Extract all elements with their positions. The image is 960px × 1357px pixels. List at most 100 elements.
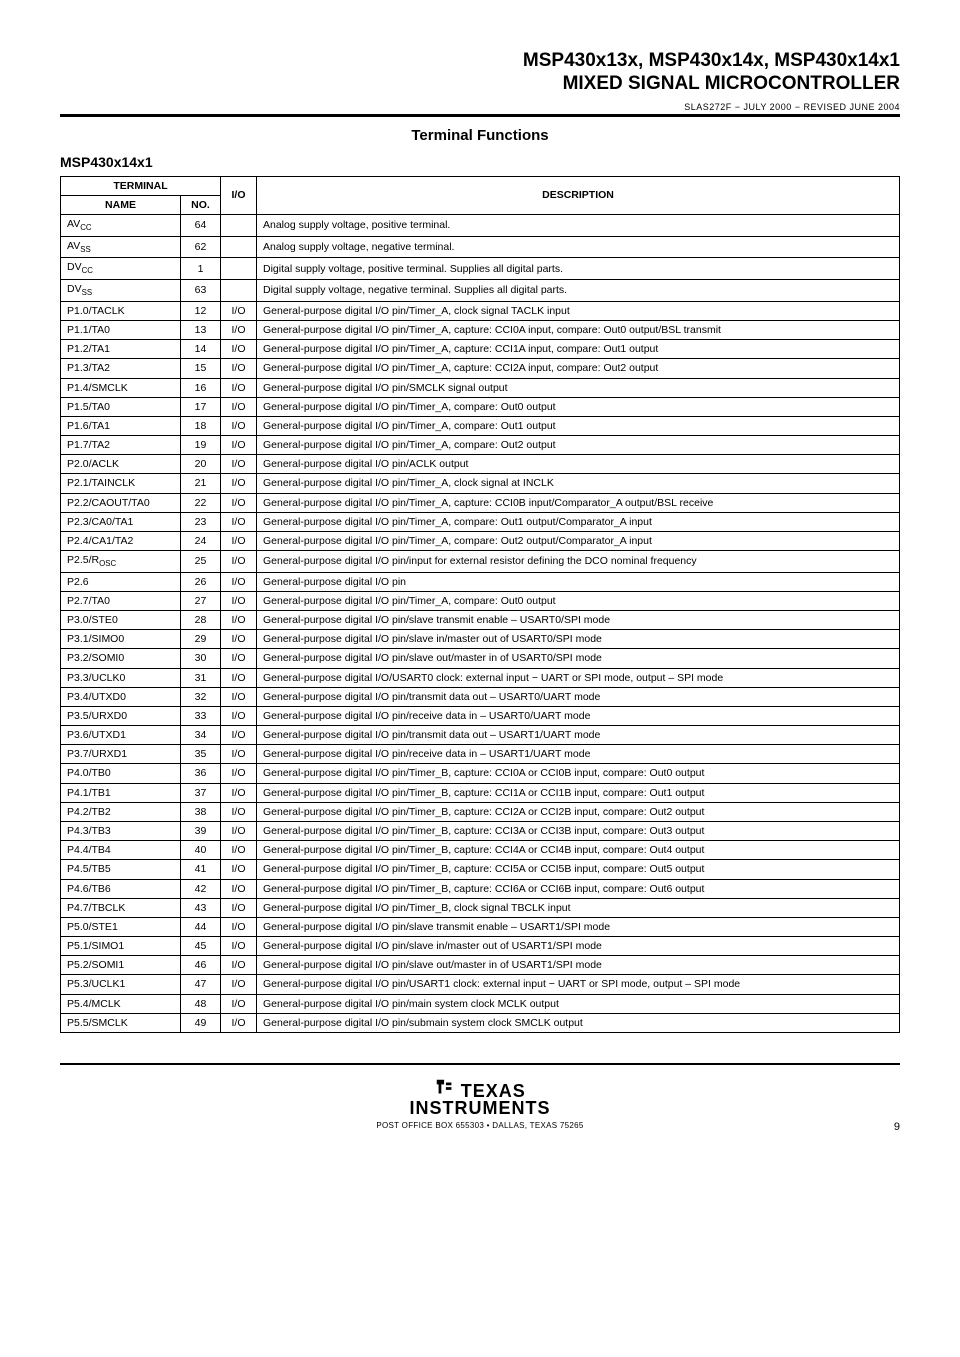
cell-name: P1.4/SMCLK xyxy=(61,378,181,397)
cell-io: I/O xyxy=(221,860,257,879)
table-row: P3.1/SIMO029I/OGeneral-purpose digital I… xyxy=(61,630,900,649)
cell-no: 32 xyxy=(181,687,221,706)
cell-name: P1.1/TA0 xyxy=(61,320,181,339)
cell-name: P3.3/UCLK0 xyxy=(61,668,181,687)
cell-name: P5.4/MCLK xyxy=(61,994,181,1013)
cell-io: I/O xyxy=(221,397,257,416)
cell-desc: General-purpose digital I/O pin/slave in… xyxy=(257,937,900,956)
cell-io: I/O xyxy=(221,320,257,339)
cell-io: I/O xyxy=(221,802,257,821)
cell-no: 38 xyxy=(181,802,221,821)
cell-name: P4.0/TB0 xyxy=(61,764,181,783)
cell-no: 29 xyxy=(181,630,221,649)
table-row: P4.0/TB036I/OGeneral-purpose digital I/O… xyxy=(61,764,900,783)
cell-desc: General-purpose digital I/O pin/slave tr… xyxy=(257,611,900,630)
title-line-2: MIXED SIGNAL MICROCONTROLLER xyxy=(60,73,900,96)
section-heading: Terminal Functions xyxy=(60,127,900,144)
cell-io: I/O xyxy=(221,493,257,512)
cell-no: 21 xyxy=(181,474,221,493)
cell-desc: General-purpose digital I/O pin/Timer_B,… xyxy=(257,802,900,821)
cell-no: 40 xyxy=(181,841,221,860)
cell-no: 1 xyxy=(181,258,221,280)
cell-io: I/O xyxy=(221,937,257,956)
table-row: P5.4/MCLK48I/OGeneral-purpose digital I/… xyxy=(61,994,900,1013)
table-row: P2.7/TA027I/OGeneral-purpose digital I/O… xyxy=(61,591,900,610)
cell-no: 31 xyxy=(181,668,221,687)
cell-desc: General-purpose digital I/O pin/Timer_A,… xyxy=(257,301,900,320)
th-name: NAME xyxy=(61,195,181,214)
cell-name: AVCC xyxy=(61,214,181,236)
cell-desc: General-purpose digital I/O pin/Timer_A,… xyxy=(257,474,900,493)
cell-no: 36 xyxy=(181,764,221,783)
cell-desc: General-purpose digital I/O pin/Timer_A,… xyxy=(257,591,900,610)
header-rule xyxy=(60,114,900,117)
cell-desc: General-purpose digital I/O pin/submain … xyxy=(257,1013,900,1032)
cell-desc: Analog supply voltage, negative terminal… xyxy=(257,236,900,258)
cell-io xyxy=(221,236,257,258)
cell-no: 37 xyxy=(181,783,221,802)
cell-io: I/O xyxy=(221,455,257,474)
cell-io: I/O xyxy=(221,531,257,550)
ti-instruments: INSTRUMENTS xyxy=(376,1098,583,1119)
cell-no: 20 xyxy=(181,455,221,474)
cell-desc: General-purpose digital I/O pin/Timer_A,… xyxy=(257,340,900,359)
cell-io xyxy=(221,258,257,280)
cell-io: I/O xyxy=(221,512,257,531)
cell-desc: General-purpose digital I/O pin/Timer_B,… xyxy=(257,898,900,917)
cell-name: P1.3/TA2 xyxy=(61,359,181,378)
table-row: P1.5/TA017I/OGeneral-purpose digital I/O… xyxy=(61,397,900,416)
cell-io: I/O xyxy=(221,956,257,975)
cell-io: I/O xyxy=(221,898,257,917)
cell-io xyxy=(221,280,257,302)
cell-desc: General-purpose digital I/O pin/slave ou… xyxy=(257,956,900,975)
cell-desc: General-purpose digital I/O pin/Timer_A,… xyxy=(257,512,900,531)
cell-name: DVSS xyxy=(61,280,181,302)
cell-name: P3.1/SIMO0 xyxy=(61,630,181,649)
table-row: P3.7/URXD135I/OGeneral-purpose digital I… xyxy=(61,745,900,764)
cell-io: I/O xyxy=(221,359,257,378)
cell-no: 26 xyxy=(181,572,221,591)
cell-desc: General-purpose digital I/O pin/slave in… xyxy=(257,630,900,649)
table-row: P4.3/TB339I/OGeneral-purpose digital I/O… xyxy=(61,822,900,841)
cell-io: I/O xyxy=(221,436,257,455)
cell-desc: General-purpose digital I/O pin/USART1 c… xyxy=(257,975,900,994)
cell-name: P4.4/TB4 xyxy=(61,841,181,860)
cell-desc: General-purpose digital I/O pin/transmit… xyxy=(257,687,900,706)
cell-no: 35 xyxy=(181,745,221,764)
cell-io: I/O xyxy=(221,726,257,745)
table-row: P1.0/TACLK12I/OGeneral-purpose digital I… xyxy=(61,301,900,320)
cell-no: 24 xyxy=(181,531,221,550)
th-no: NO. xyxy=(181,195,221,214)
page-number: 9 xyxy=(894,1121,900,1133)
table-row: P4.4/TB440I/OGeneral-purpose digital I/O… xyxy=(61,841,900,860)
cell-name: AVSS xyxy=(61,236,181,258)
cell-name: P1.5/TA0 xyxy=(61,397,181,416)
title-block: MSP430x13x, MSP430x14x, MSP430x14x1 MIXE… xyxy=(60,50,900,96)
cell-io: I/O xyxy=(221,591,257,610)
cell-name: P4.1/TB1 xyxy=(61,783,181,802)
table-row: P2.4/CA1/TA224I/OGeneral-purpose digital… xyxy=(61,531,900,550)
table-row: P3.6/UTXD134I/OGeneral-purpose digital I… xyxy=(61,726,900,745)
cell-name: P2.5/ROSC xyxy=(61,551,181,573)
cell-no: 18 xyxy=(181,416,221,435)
cell-io: I/O xyxy=(221,378,257,397)
cell-desc: General-purpose digital I/O pin/Timer_B,… xyxy=(257,860,900,879)
table-row: DVSS63Digital supply voltage, negative t… xyxy=(61,280,900,302)
cell-desc: General-purpose digital I/O pin/Timer_A,… xyxy=(257,493,900,512)
cell-io: I/O xyxy=(221,879,257,898)
cell-desc: General-purpose digital I/O pin/Timer_A,… xyxy=(257,397,900,416)
cell-name: P3.6/UTXD1 xyxy=(61,726,181,745)
cell-io: I/O xyxy=(221,668,257,687)
cell-desc: General-purpose digital I/O pin/Timer_B,… xyxy=(257,783,900,802)
cell-name: P4.6/TB6 xyxy=(61,879,181,898)
table-row: P2.5/ROSC25I/OGeneral-purpose digital I/… xyxy=(61,551,900,573)
page: MSP430x13x, MSP430x14x, MSP430x14x1 MIXE… xyxy=(0,0,960,1173)
cell-name: P2.7/TA0 xyxy=(61,591,181,610)
table-row: P1.6/TA118I/OGeneral-purpose digital I/O… xyxy=(61,416,900,435)
footer: TEXAS INSTRUMENTS POST OFFICE BOX 655303… xyxy=(60,1077,900,1133)
cell-io: I/O xyxy=(221,706,257,725)
cell-no: 30 xyxy=(181,649,221,668)
table-row: P4.1/TB137I/OGeneral-purpose digital I/O… xyxy=(61,783,900,802)
cell-name: P4.5/TB5 xyxy=(61,860,181,879)
cell-no: 43 xyxy=(181,898,221,917)
